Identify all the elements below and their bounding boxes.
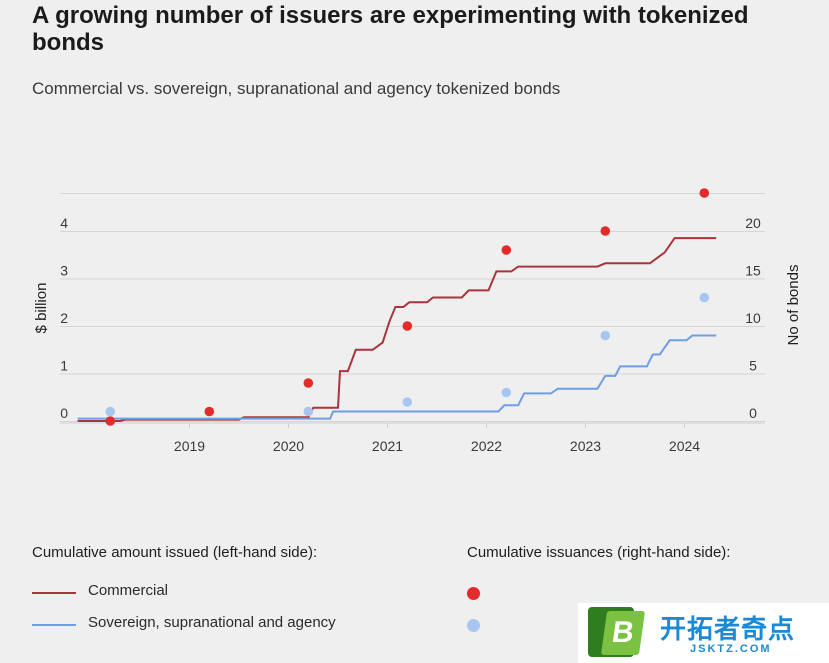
page-subtitle: Commercial vs. sovereign, supranational …	[32, 79, 561, 98]
watermark-url: JSKTZ.COM	[690, 643, 772, 655]
right-axis-ticks: 0 5 10 15 20	[745, 215, 761, 421]
series-line-commercial	[77, 237, 717, 422]
legend-line-commercial	[32, 592, 76, 594]
watermark-logo-letter: B	[600, 611, 646, 655]
series-lines	[77, 237, 717, 422]
data-point-sovereign	[699, 292, 710, 303]
data-point-sovereign	[402, 397, 413, 407]
x-tick-label: 2022	[471, 438, 502, 454]
legend-dot-sovereign	[467, 619, 480, 632]
right-tick-label: 10	[745, 310, 761, 326]
x-axis-ticks: 2019 2020 2021 2022 2023 2024	[174, 423, 700, 454]
legend-label-commercial: Commercial	[88, 582, 169, 599]
right-tick-label: 20	[745, 215, 761, 231]
left-tick-label: 1	[60, 358, 68, 374]
series-line-sovereign	[77, 334, 717, 420]
right-axis-title: No of bonds	[785, 265, 802, 346]
data-point-commercial	[303, 378, 314, 388]
legend-right-heading: Cumulative issuances (right-hand side):	[467, 544, 731, 561]
watermark-text: 开拓者奇点	[660, 615, 796, 645]
data-point-commercial	[204, 406, 215, 417]
legend-label-sovereign: Sovereign, supranational and agency	[88, 614, 336, 631]
left-axis-ticks: 0 1 2 3 4	[60, 215, 68, 421]
legend-dot-commercial	[467, 587, 480, 600]
right-tick-label: 5	[749, 358, 757, 374]
data-point-commercial	[402, 321, 413, 331]
right-tick-label: 0	[749, 405, 757, 421]
left-axis-title: $ billion	[33, 283, 50, 334]
left-tick-label: 3	[60, 263, 68, 279]
left-tick-label: 2	[60, 310, 68, 326]
right-tick-label: 15	[745, 263, 761, 279]
x-tick-label: 2019	[174, 438, 205, 454]
data-point-sovereign	[501, 387, 512, 398]
watermark-logo-icon: B	[588, 607, 646, 657]
data-point-sovereign	[303, 406, 314, 417]
left-tick-label: 4	[60, 215, 68, 231]
left-tick-label: 0	[60, 405, 68, 421]
data-point-sovereign	[600, 330, 611, 341]
watermark-badge: B 开拓者奇点 JSKTZ.COM	[578, 603, 829, 663]
x-tick-label: 2024	[669, 438, 700, 454]
x-tick-label: 2020	[273, 438, 304, 454]
data-point-commercial	[105, 416, 116, 426]
x-tick-label: 2021	[372, 438, 403, 454]
legend-left-heading: Cumulative amount issued (left-hand side…	[32, 544, 318, 561]
legend-line-sovereign	[32, 624, 76, 626]
page-title: A growing number of issuers are experime…	[32, 2, 749, 56]
series-dots	[105, 188, 710, 426]
data-point-sovereign	[105, 406, 116, 417]
data-point-commercial	[600, 226, 611, 236]
data-point-commercial	[699, 188, 710, 198]
gridlines	[60, 193, 765, 424]
data-point-commercial	[501, 245, 512, 255]
x-tick-label: 2023	[570, 438, 601, 454]
